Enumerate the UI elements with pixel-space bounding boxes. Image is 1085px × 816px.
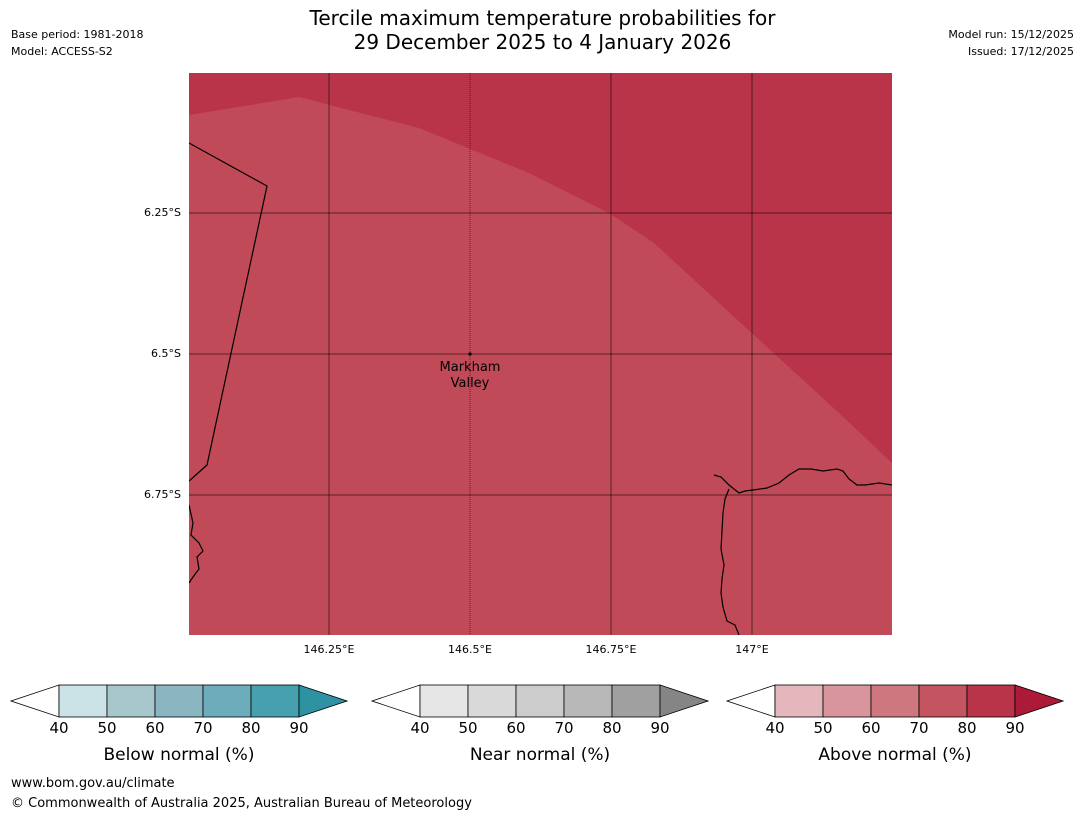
- below-normal-tick-70: 70: [193, 719, 213, 737]
- lon-label-147: 147°E: [735, 643, 769, 656]
- near-normal-swatch-50: [467, 684, 517, 718]
- meta-right: Model run: 15/12/2025 Issued: 17/12/2025: [948, 26, 1074, 60]
- coast-bay: [720, 488, 740, 635]
- lon-label-146-25: 146.25°E: [303, 643, 355, 656]
- lat-label-6-5: 6.5°S: [151, 347, 181, 360]
- above-normal-swatch-60: [870, 684, 920, 718]
- lat-label-6-25: 6.25°S: [144, 206, 181, 219]
- lon-label-146-5: 146.5°E: [448, 643, 492, 656]
- below-normal-swatch-50: [106, 684, 156, 718]
- coast-east: [713, 468, 892, 494]
- near-normal-tick-40: 40: [410, 719, 430, 737]
- near-normal-colorbar: [371, 684, 709, 718]
- above-normal-tick-50: 50: [813, 719, 833, 737]
- region-above-80-90: [189, 73, 892, 463]
- lon-label-146-75: 146.75°E: [585, 643, 637, 656]
- below-normal-arrow-low: [10, 684, 60, 718]
- near-normal-tick-70: 70: [554, 719, 574, 737]
- near-normal-tick-90: 90: [650, 719, 670, 737]
- above-normal-colorbar: [726, 684, 1064, 718]
- near-normal-swatch-70: [563, 684, 613, 718]
- meta-left: Base period: 1981-2018 Model: ACCESS-S2: [11, 26, 143, 60]
- lat-label-6-75: 6.75°S: [144, 488, 181, 501]
- border-line: [189, 142, 268, 482]
- near-normal-tick-60: 60: [506, 719, 526, 737]
- above-normal-tick-40: 40: [765, 719, 785, 737]
- near-normal-legend-title: Near normal (%): [469, 745, 611, 765]
- below-normal-tick-40: 40: [49, 719, 69, 737]
- near-normal-swatch-60: [515, 684, 565, 718]
- near-normal-tick-50: 50: [458, 719, 478, 737]
- above-normal-swatch-80: [966, 684, 1016, 718]
- place-marker: [468, 352, 472, 356]
- map-panel[interactable]: [189, 73, 892, 635]
- near-normal-arrow-low: [371, 684, 421, 718]
- above-normal-tick-80: 80: [957, 719, 977, 737]
- above-normal-swatch-50: [822, 684, 872, 718]
- below-normal-tick-60: 60: [145, 719, 165, 737]
- above-normal-arrow-low: [726, 684, 776, 718]
- below-normal-legend-title: Below normal (%): [103, 745, 255, 765]
- above-normal-legend-title: Above normal (%): [818, 745, 972, 765]
- below-normal-arrow-high: [298, 684, 348, 718]
- above-normal-tick-60: 60: [861, 719, 881, 737]
- below-normal-tick-90: 90: [289, 719, 309, 737]
- model-name: Model: ACCESS-S2: [11, 45, 113, 58]
- above-normal-arrow-high: [1014, 684, 1064, 718]
- graticule: [189, 73, 892, 635]
- above-normal-swatch-40: [774, 684, 824, 718]
- coastlines: [189, 142, 892, 635]
- below-normal-swatch-80: [250, 684, 300, 718]
- model-run: Model run: 15/12/2025: [948, 28, 1074, 41]
- footer-copyright: © Commonwealth of Australia 2025, Austra…: [11, 796, 472, 811]
- near-normal-tick-80: 80: [602, 719, 622, 737]
- footer-url[interactable]: www.bom.gov.au/climate: [11, 776, 175, 791]
- coast-west: [189, 504, 204, 584]
- below-normal-swatch-40: [58, 684, 108, 718]
- below-normal-swatch-70: [202, 684, 252, 718]
- above-normal-swatch-70: [918, 684, 968, 718]
- title-line-2: 29 December 2025 to 4 January 2026: [353, 30, 732, 54]
- issued-date: Issued: 17/12/2025: [967, 45, 1074, 58]
- near-normal-swatch-40: [419, 684, 469, 718]
- page-title: Tercile maximum temperature probabilitie…: [0, 6, 1085, 54]
- near-normal-swatch-80: [611, 684, 661, 718]
- below-normal-tick-80: 80: [241, 719, 261, 737]
- below-normal-swatch-60: [154, 684, 204, 718]
- below-normal-tick-50: 50: [97, 719, 117, 737]
- place-label: Markham Valley: [439, 360, 501, 391]
- base-period: Base period: 1981-2018: [11, 28, 144, 41]
- above-normal-tick-70: 70: [909, 719, 929, 737]
- above-normal-tick-90: 90: [1005, 719, 1025, 737]
- near-normal-arrow-high: [659, 684, 709, 718]
- title-line-1: Tercile maximum temperature probabilitie…: [309, 6, 776, 30]
- below-normal-colorbar: [10, 684, 348, 718]
